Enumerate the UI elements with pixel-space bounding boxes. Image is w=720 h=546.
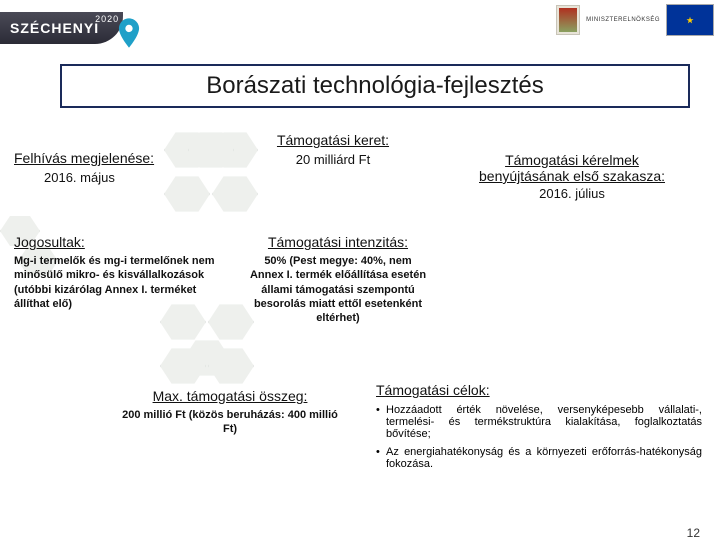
szechenyi-logo: SZÉCHENYI 2020 <box>0 12 123 44</box>
goals-item: Az energiahatékonyság és a környezeti er… <box>376 446 702 470</box>
content-area: Felhívás megjelenése: 2016. május Támoga… <box>0 126 720 546</box>
header-bar: SZÉCHENYI 2020 MINISZTERELNÖKSÉG ⋆ <box>0 0 720 56</box>
goals-item: Hozzáadott érték növelése, versenyképese… <box>376 404 702 440</box>
eu-stars-icon: ⋆ <box>667 5 713 35</box>
budget-label: Támogatási keret: <box>258 132 408 148</box>
hungary-crest-icon <box>556 5 580 35</box>
eligible-body: Mg-i termelők és mg-i termelőnek nem min… <box>14 254 224 311</box>
page-number: 12 <box>687 526 700 540</box>
eu-flag-icon: ⋆ <box>666 4 714 36</box>
max-body: 200 millió Ft (közös beruházás: 400 mill… <box>120 408 340 437</box>
budget-block: Támogatási keret: 20 milliárd Ft <box>258 132 408 167</box>
phase-label-line1: Támogatási kérelmek <box>442 152 702 168</box>
call-value: 2016. május <box>44 170 194 185</box>
phase-value: 2016. július <box>442 186 702 201</box>
intensity-body: 50% (Pest megye: 40%, nem Annex I. termé… <box>248 254 428 325</box>
submission-phase-block: Támogatási kérelmek benyújtásának első s… <box>442 152 702 201</box>
max-label: Max. támogatási összeg: <box>120 388 340 404</box>
eligible-block: Jogosultak: Mg-i termelők és mg-i termel… <box>14 234 224 311</box>
intensity-block: Támogatási intenzitás: 50% (Pest megye: … <box>248 234 428 325</box>
hex-decor-3 <box>160 302 260 390</box>
map-pin-icon <box>118 18 140 48</box>
logo-text: SZÉCHENYI <box>10 20 99 36</box>
max-amount-block: Max. támogatási összeg: 200 millió Ft (k… <box>120 388 340 437</box>
budget-value: 20 milliárd Ft <box>258 152 408 167</box>
call-block: Felhívás megjelenése: 2016. május <box>14 150 194 185</box>
page-title: Borászati technológia-fejlesztés <box>60 64 690 108</box>
logo-year: 2020 <box>95 14 119 24</box>
eligible-label: Jogosultak: <box>14 234 224 250</box>
goals-block: Támogatási célok: Hozzáadott érték növel… <box>376 382 702 476</box>
phase-label-line2: benyújtásának első szakasza: <box>442 168 702 184</box>
goals-label: Támogatási célok: <box>376 382 702 398</box>
goals-list: Hozzáadott érték növelése, versenyképese… <box>376 404 702 470</box>
call-label: Felhívás megjelenése: <box>14 150 194 166</box>
intensity-label: Támogatási intenzitás: <box>248 234 428 250</box>
header-right: MINISZTERELNÖKSÉG ⋆ <box>556 4 714 36</box>
ministry-label: MINISZTERELNÖKSÉG <box>586 17 660 23</box>
